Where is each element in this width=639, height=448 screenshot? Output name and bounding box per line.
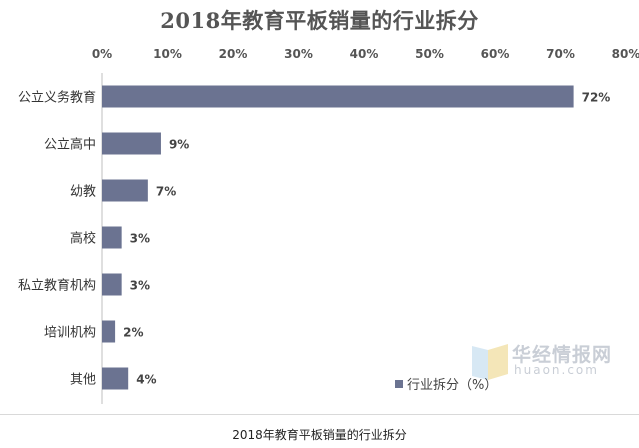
legend-label: 行业拆分（%）	[407, 378, 498, 393]
bar	[102, 273, 122, 296]
value-label: 9%	[169, 138, 189, 152]
legend: 行业拆分（%）	[395, 374, 497, 393]
category-label: 私立教育机构	[18, 278, 96, 294]
x-tick-label: 20%	[219, 47, 248, 61]
x-tick-label: 10%	[153, 47, 182, 61]
bar-chart: 0% 10% 20% 30% 40% 50% 60% 70% 80% 公立义务教育 72% 公立高中 9…	[18, 47, 639, 404]
chart-frame: 2018年教育平板销量的行业拆分 0% 10% 20% 30% 40% 50% 60% 70%…	[0, 8, 639, 415]
watermark: 华经情报网 huaon.com	[470, 340, 630, 380]
value-label: 3%	[130, 279, 150, 293]
x-tick-label: 0%	[92, 47, 112, 61]
x-tick-label: 80%	[612, 47, 639, 61]
category-label: 公立义务教育	[18, 90, 96, 106]
watermark-text-cn: 华经情报网	[512, 344, 613, 366]
value-label: 72%	[582, 91, 611, 105]
category-label: 高校	[70, 231, 96, 247]
legend-swatch	[395, 379, 403, 388]
x-tick-label: 70%	[546, 47, 575, 61]
x-tick-label: 50%	[415, 47, 444, 61]
value-label: 3%	[130, 232, 150, 246]
chart-title: 2018年教育平板销量的行业拆分	[160, 8, 479, 33]
category-label: 幼教	[70, 184, 96, 200]
bar	[102, 367, 129, 390]
bar	[102, 320, 116, 343]
value-label: 4%	[136, 373, 156, 387]
category-label: 其他	[70, 373, 96, 388]
category-label: 培训机构	[44, 325, 96, 341]
bar	[102, 226, 122, 249]
figure-caption: 2018年教育平板销量的行业拆分	[232, 428, 407, 442]
x-tick-label: 60%	[481, 47, 510, 61]
bar	[102, 179, 148, 202]
value-label: 7%	[156, 185, 176, 199]
x-tick-label: 40%	[350, 47, 379, 61]
category-label: 公立高中	[44, 137, 96, 153]
bar	[102, 132, 161, 155]
value-label: 2%	[123, 326, 143, 340]
x-tick-label: 30%	[284, 47, 313, 61]
watermark-logo-icon	[472, 344, 508, 380]
bar	[102, 85, 574, 108]
watermark-text-en: huaon.com	[514, 363, 599, 377]
